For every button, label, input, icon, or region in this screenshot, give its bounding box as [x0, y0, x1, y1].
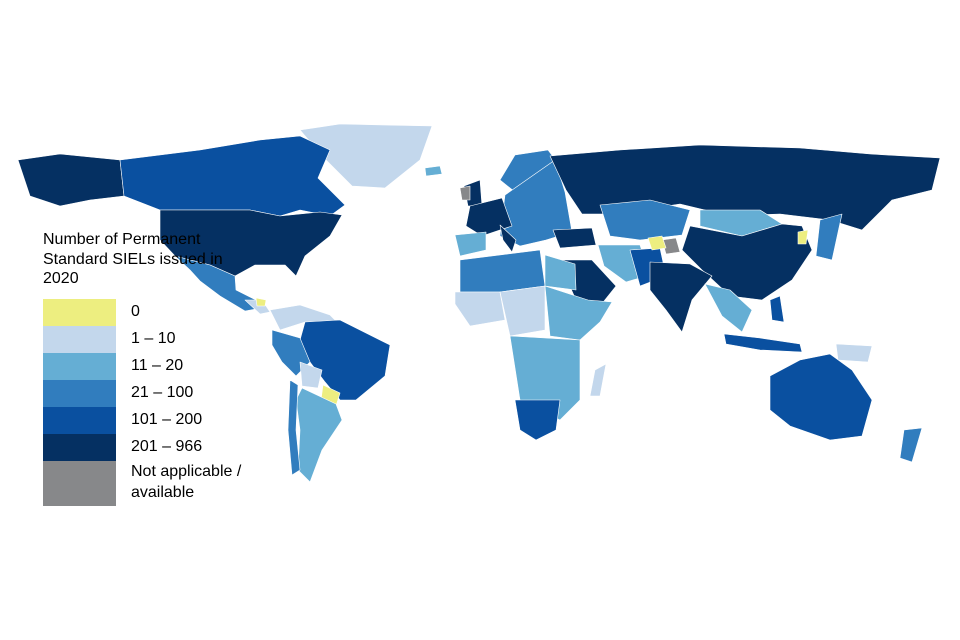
region-turkey	[552, 227, 597, 249]
legend-label: 21 – 100	[131, 383, 194, 401]
legend-label: 201 – 966	[131, 437, 203, 455]
region-japan	[815, 213, 843, 261]
legend-title: Number of Permanent Standard SIELs issue…	[43, 231, 223, 287]
region-southeast-asia	[704, 283, 753, 333]
region-honduras	[255, 297, 267, 307]
legend-item-c5: 201 – 966	[43, 433, 243, 461]
region-egypt	[544, 254, 577, 291]
legend-swatch	[43, 298, 116, 326]
legend-label: 1 – 10	[131, 329, 176, 347]
legend-swatch	[43, 406, 116, 434]
region-argentina	[295, 387, 343, 483]
region-north-africa	[459, 249, 546, 293]
region-china	[681, 223, 813, 301]
region-australia	[769, 353, 873, 441]
region-brazil	[299, 319, 391, 401]
region-new-zealand	[899, 427, 923, 463]
region-philippines	[769, 295, 785, 323]
region-chile	[287, 379, 301, 476]
legend-item-c4: 101 – 200	[43, 406, 243, 434]
region-south-africa	[514, 399, 561, 441]
legend-swatch	[43, 433, 116, 461]
region-afghanistan	[647, 235, 667, 251]
legend-label: 0	[131, 302, 140, 320]
legend-swatch	[43, 325, 116, 353]
legend-item-c0: 0	[43, 298, 243, 326]
region-iceland	[424, 165, 443, 177]
legend-swatch	[43, 460, 116, 506]
map-legend: Number of Permanent Standard SIELs issue…	[43, 230, 243, 506]
legend-swatch	[43, 379, 116, 407]
region-greenland	[299, 123, 433, 189]
region-east-africa	[544, 285, 613, 341]
region-new-guinea	[835, 343, 873, 363]
legend-label: 11 – 20	[131, 356, 184, 374]
region-madagascar	[589, 363, 607, 397]
region-bolivia	[299, 361, 323, 389]
region-iberia	[454, 231, 487, 257]
region-india	[649, 261, 713, 333]
region-korea	[797, 229, 809, 245]
legend-label: Not applicable / available	[131, 462, 242, 501]
region-canada	[119, 135, 346, 217]
legend-item-c2: 11 – 20	[43, 352, 243, 380]
region-indonesia	[723, 333, 803, 353]
region-southern-africa	[509, 335, 581, 421]
region-benelux	[459, 185, 471, 201]
legend-label: 101 – 200	[131, 410, 203, 428]
legend-item-c1: 1 – 10	[43, 325, 243, 353]
legend-swatch	[43, 352, 116, 380]
legend-item-na: Not applicable / available	[43, 460, 243, 506]
region-central-africa	[499, 285, 546, 337]
region-alaska	[17, 153, 125, 207]
region-italy	[499, 224, 517, 253]
region-kazakhstan	[599, 199, 691, 241]
region-west-africa	[454, 291, 506, 327]
region-kashmir	[661, 237, 681, 255]
legend-item-c3: 21 – 100	[43, 379, 243, 407]
